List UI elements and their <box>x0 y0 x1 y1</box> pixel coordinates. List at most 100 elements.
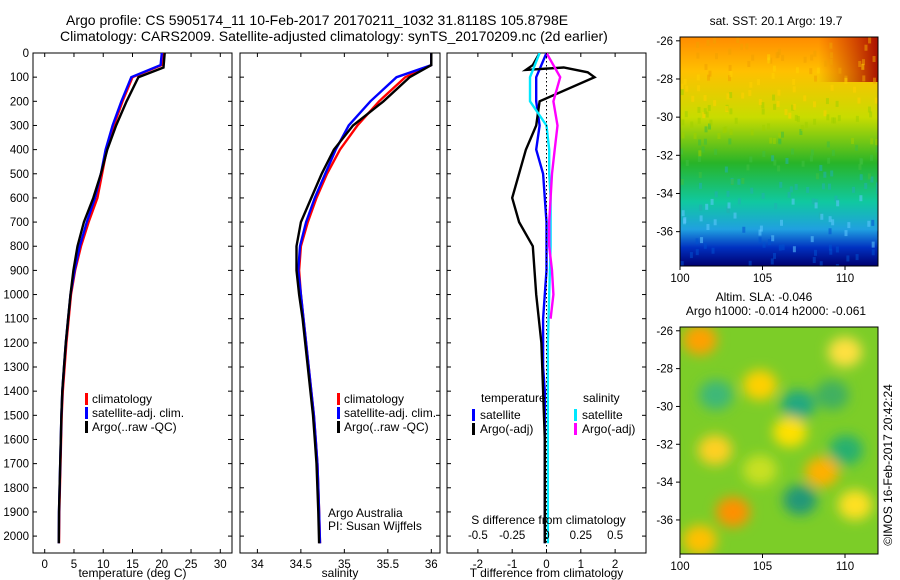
map-y-label: -36 <box>656 227 673 239</box>
sst-speckle <box>705 203 709 210</box>
sst-speckle <box>853 86 857 93</box>
panel-frame <box>32 52 233 554</box>
sst-speckle <box>724 126 728 133</box>
sst-speckle <box>859 195 863 202</box>
sst-speckle <box>828 216 832 223</box>
sst-speckle <box>864 44 868 51</box>
sst-speckle <box>767 57 771 64</box>
sst-speckle <box>811 198 815 205</box>
map-y-label: -26 <box>656 326 673 338</box>
sla-blob <box>699 380 733 410</box>
sst-speckle <box>699 215 703 222</box>
sst-speckle <box>821 183 825 190</box>
legend-swatch <box>337 407 340 419</box>
sst-speckle <box>792 78 796 85</box>
sst-speckle <box>685 85 689 92</box>
sst-speckle <box>774 203 778 210</box>
sst-speckle <box>790 148 794 155</box>
sla-blob <box>828 337 862 367</box>
sst-speckle <box>869 111 873 118</box>
map-frame <box>679 36 879 267</box>
series-line-1 <box>297 53 433 544</box>
header-line1: Argo profile: CS 5905174_11 10-Feb-2017 … <box>66 12 569 28</box>
sst-speckle <box>725 106 729 113</box>
sst-speckle <box>794 114 798 121</box>
sst-speckle <box>835 246 839 253</box>
sst-speckle <box>874 97 878 104</box>
sst-speckle <box>758 229 762 236</box>
sla-blob <box>683 327 717 355</box>
sst-speckle <box>730 178 734 185</box>
sst-speckle <box>810 149 814 156</box>
sst-speckle <box>758 99 762 106</box>
top-tick-label: 0.5 <box>607 530 623 542</box>
sst-speckle <box>750 187 754 194</box>
map-x-label: 100 <box>670 561 689 573</box>
legend-title-temperature: temperature <box>481 391 546 405</box>
legend-swatch <box>85 421 88 433</box>
sst-speckle <box>772 137 776 144</box>
map-image <box>680 37 878 266</box>
sst-speckle <box>722 127 726 134</box>
sst-speckle <box>696 52 700 59</box>
map-image <box>680 327 878 554</box>
sst-speckle <box>823 110 827 117</box>
depth-tick-label: 1200 <box>3 338 29 350</box>
sst-speckle <box>835 100 839 107</box>
sst-speckle <box>810 54 814 61</box>
sst-speckle <box>762 150 766 157</box>
sst-speckle <box>697 117 701 124</box>
sst-speckle <box>745 43 749 50</box>
sst-speckle <box>867 106 871 113</box>
sst-speckle <box>773 252 777 259</box>
sst-speckle <box>833 117 837 124</box>
sst-speckle <box>828 228 832 235</box>
sst-speckle <box>728 75 732 82</box>
sst-speckle <box>751 54 755 61</box>
sst-speckle <box>814 75 818 82</box>
sla-blob <box>838 490 872 520</box>
sst-speckle <box>698 171 702 178</box>
legend-swatch <box>472 423 475 435</box>
sst-speckle <box>733 212 737 219</box>
legend-label: satellite <box>480 408 521 422</box>
sst-speckle <box>749 81 753 88</box>
sst-speckle <box>819 261 823 266</box>
sst-speckle <box>796 116 800 123</box>
sst-speckle <box>820 213 824 220</box>
sst-speckle <box>729 92 733 99</box>
sst-speckle <box>827 183 831 190</box>
depth-tick-label: 1300 <box>3 362 29 374</box>
sst-speckle <box>834 195 838 202</box>
sst-speckle <box>837 115 841 122</box>
legend-label: Argo(-adj) <box>582 422 635 436</box>
sst-speckle <box>759 225 763 232</box>
sst-speckle <box>792 86 796 93</box>
sst-speckle <box>750 129 754 136</box>
sst-speckle <box>709 119 713 126</box>
map-y-label: -36 <box>656 515 673 527</box>
sst-speckle <box>727 202 731 209</box>
sst-speckle <box>729 71 733 78</box>
sst-speckle <box>803 56 807 63</box>
x-tick-label: 34 <box>251 559 264 571</box>
sst-speckle <box>758 237 762 244</box>
sst-speckle <box>806 186 810 193</box>
sst-speckle <box>683 218 687 225</box>
sst-speckle <box>695 238 699 245</box>
sst-speckle <box>728 138 732 145</box>
sst-speckle <box>761 108 765 115</box>
sst-speckle <box>762 124 766 131</box>
sst-speckle <box>859 174 863 181</box>
legend-swatch <box>574 423 577 435</box>
sst-speckle <box>724 166 728 173</box>
sst-speckle <box>871 249 875 256</box>
sst-speckle <box>710 198 714 205</box>
sst-speckle <box>741 92 745 99</box>
sst-speckle <box>814 249 818 256</box>
series-line-1 <box>57 53 163 544</box>
sst-speckle <box>777 89 781 96</box>
sst-speckle <box>680 83 684 90</box>
